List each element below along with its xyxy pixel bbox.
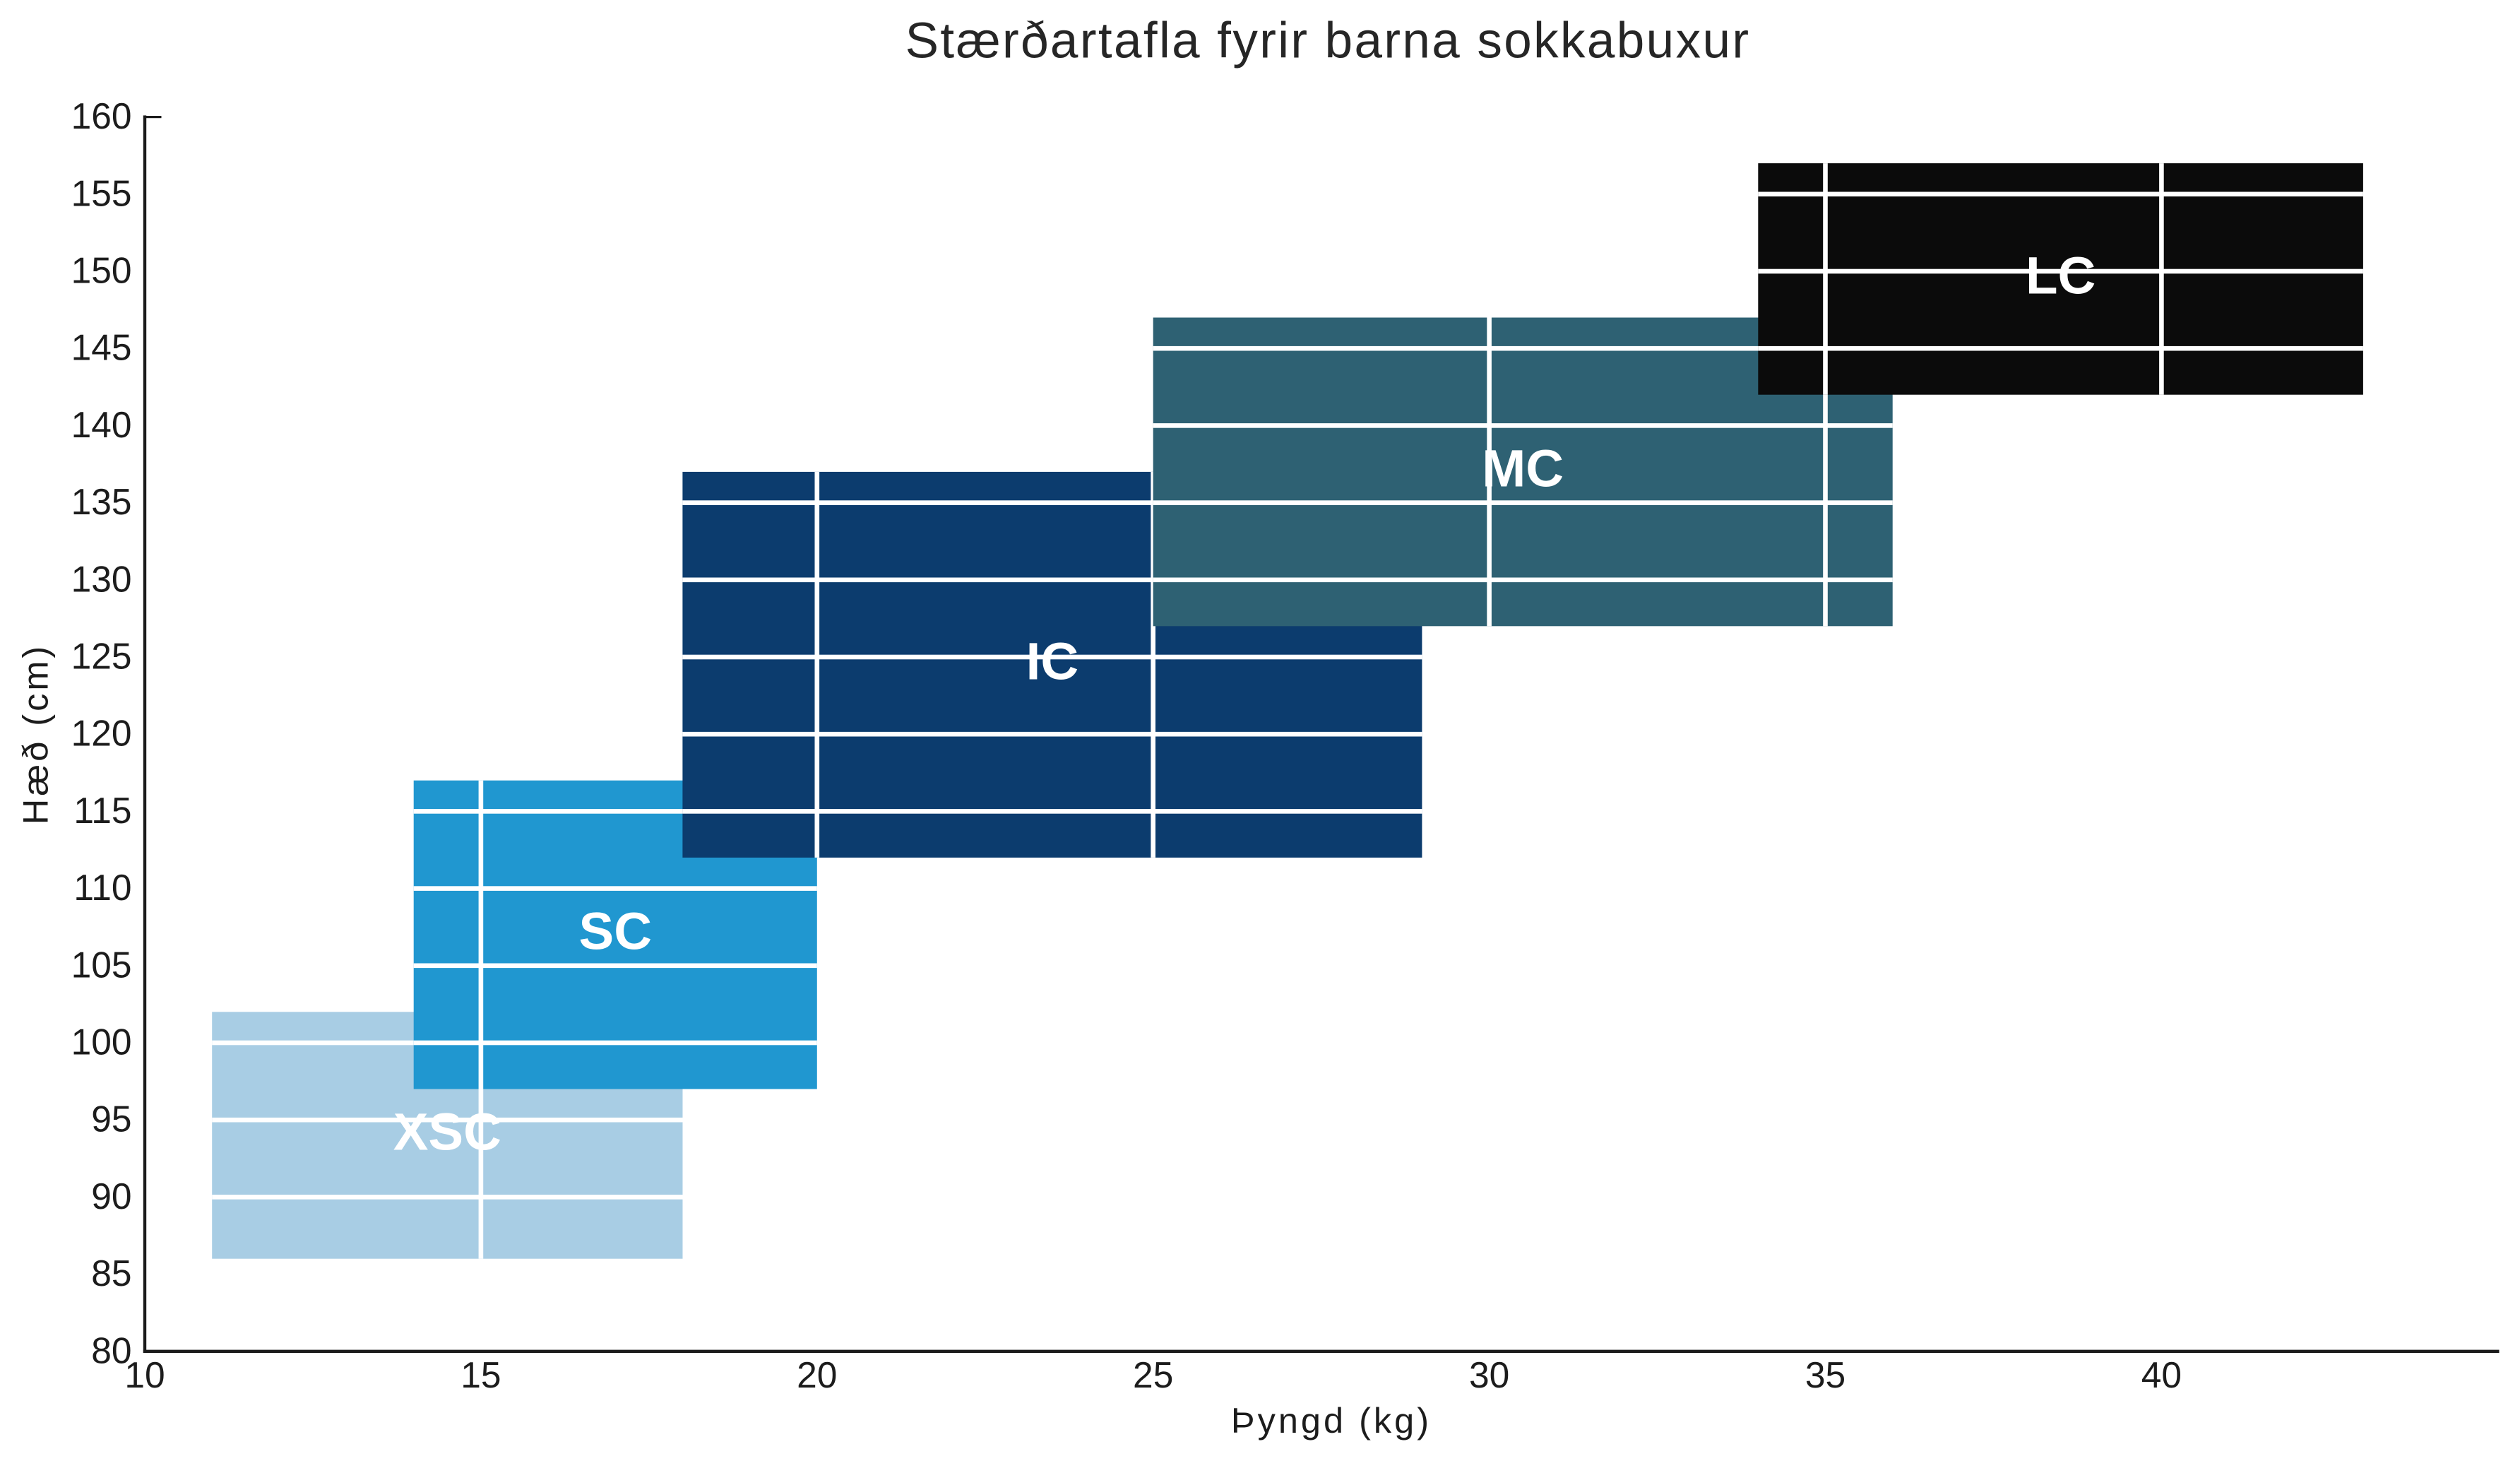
svg-text:15: 15 bbox=[460, 1354, 501, 1395]
svg-text:Þyngd (kg): Þyngd (kg) bbox=[1231, 1400, 1432, 1441]
svg-text:MC: MC bbox=[1482, 439, 1564, 497]
svg-text:XSC: XSC bbox=[393, 1103, 501, 1161]
svg-text:90: 90 bbox=[91, 1176, 131, 1217]
svg-text:20: 20 bbox=[797, 1354, 837, 1395]
svg-text:35: 35 bbox=[1805, 1354, 1846, 1395]
svg-text:95: 95 bbox=[91, 1099, 131, 1140]
svg-text:150: 150 bbox=[71, 250, 132, 291]
svg-text:LC: LC bbox=[2026, 246, 2096, 304]
svg-text:40: 40 bbox=[2141, 1354, 2182, 1395]
svg-text:160: 160 bbox=[71, 95, 132, 136]
svg-text:IC: IC bbox=[1026, 632, 1079, 690]
svg-text:140: 140 bbox=[71, 404, 132, 445]
svg-text:SC: SC bbox=[579, 902, 653, 961]
svg-text:120: 120 bbox=[71, 713, 132, 754]
svg-text:145: 145 bbox=[71, 327, 132, 368]
svg-text:135: 135 bbox=[71, 481, 132, 522]
svg-text:85: 85 bbox=[91, 1253, 131, 1294]
svg-text:Stærðartafla fyrir barna sokka: Stærðartafla fyrir barna sokkabuxur bbox=[905, 13, 1751, 69]
svg-text:Hæð (cm): Hæð (cm) bbox=[16, 644, 56, 824]
svg-text:25: 25 bbox=[1133, 1354, 1173, 1395]
svg-text:110: 110 bbox=[73, 867, 131, 908]
svg-text:100: 100 bbox=[71, 1022, 132, 1063]
svg-text:130: 130 bbox=[71, 558, 132, 599]
svg-text:105: 105 bbox=[71, 944, 132, 985]
svg-text:155: 155 bbox=[71, 172, 132, 213]
svg-text:80: 80 bbox=[91, 1330, 131, 1371]
svg-text:115: 115 bbox=[73, 790, 131, 831]
svg-text:30: 30 bbox=[1469, 1354, 1509, 1395]
svg-text:125: 125 bbox=[71, 636, 132, 677]
svg-text:10: 10 bbox=[124, 1354, 165, 1395]
